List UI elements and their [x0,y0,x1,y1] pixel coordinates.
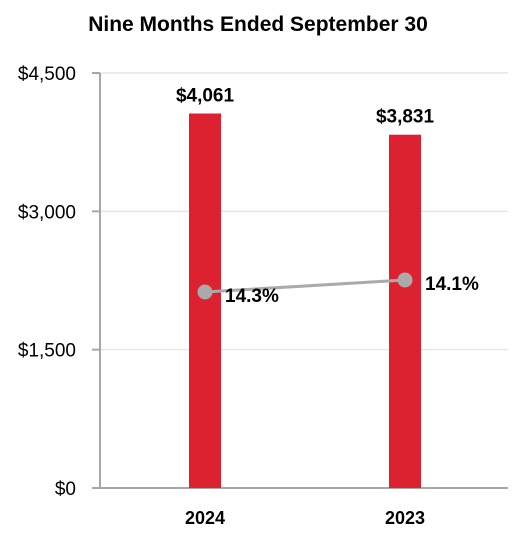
bar [389,134,421,489]
bar [189,113,221,488]
percentage-point [397,272,413,288]
y-tick-label: $3,000 [18,202,76,223]
percentage-label: 14.1% [425,274,479,295]
x-tick-label: 2023 [385,508,425,528]
bar-value-labels: $4,061 $3,831 [176,85,435,127]
percentage-line-path [204,278,406,294]
percentage-point [197,284,213,300]
gridlines [100,72,508,489]
y-tick-label: $4,500 [18,64,76,85]
y-axis-ticks: $0 $1,500 $3,000 $4,500 [18,64,100,500]
x-axis-ticks: 2024 2023 [185,508,425,528]
percentage-line: 14.3% 14.1% [197,272,479,307]
bar-value-label: $3,831 [376,107,435,128]
bar-value-label: $4,061 [176,85,235,106]
x-tick-label: 2024 [185,508,225,528]
bars [189,113,421,489]
y-tick-label: $1,500 [18,341,76,362]
percentage-label: 14.3% [225,286,279,307]
chart-title: Nine Months Ended September 30 [88,13,428,36]
y-tick-label: $0 [55,479,76,500]
